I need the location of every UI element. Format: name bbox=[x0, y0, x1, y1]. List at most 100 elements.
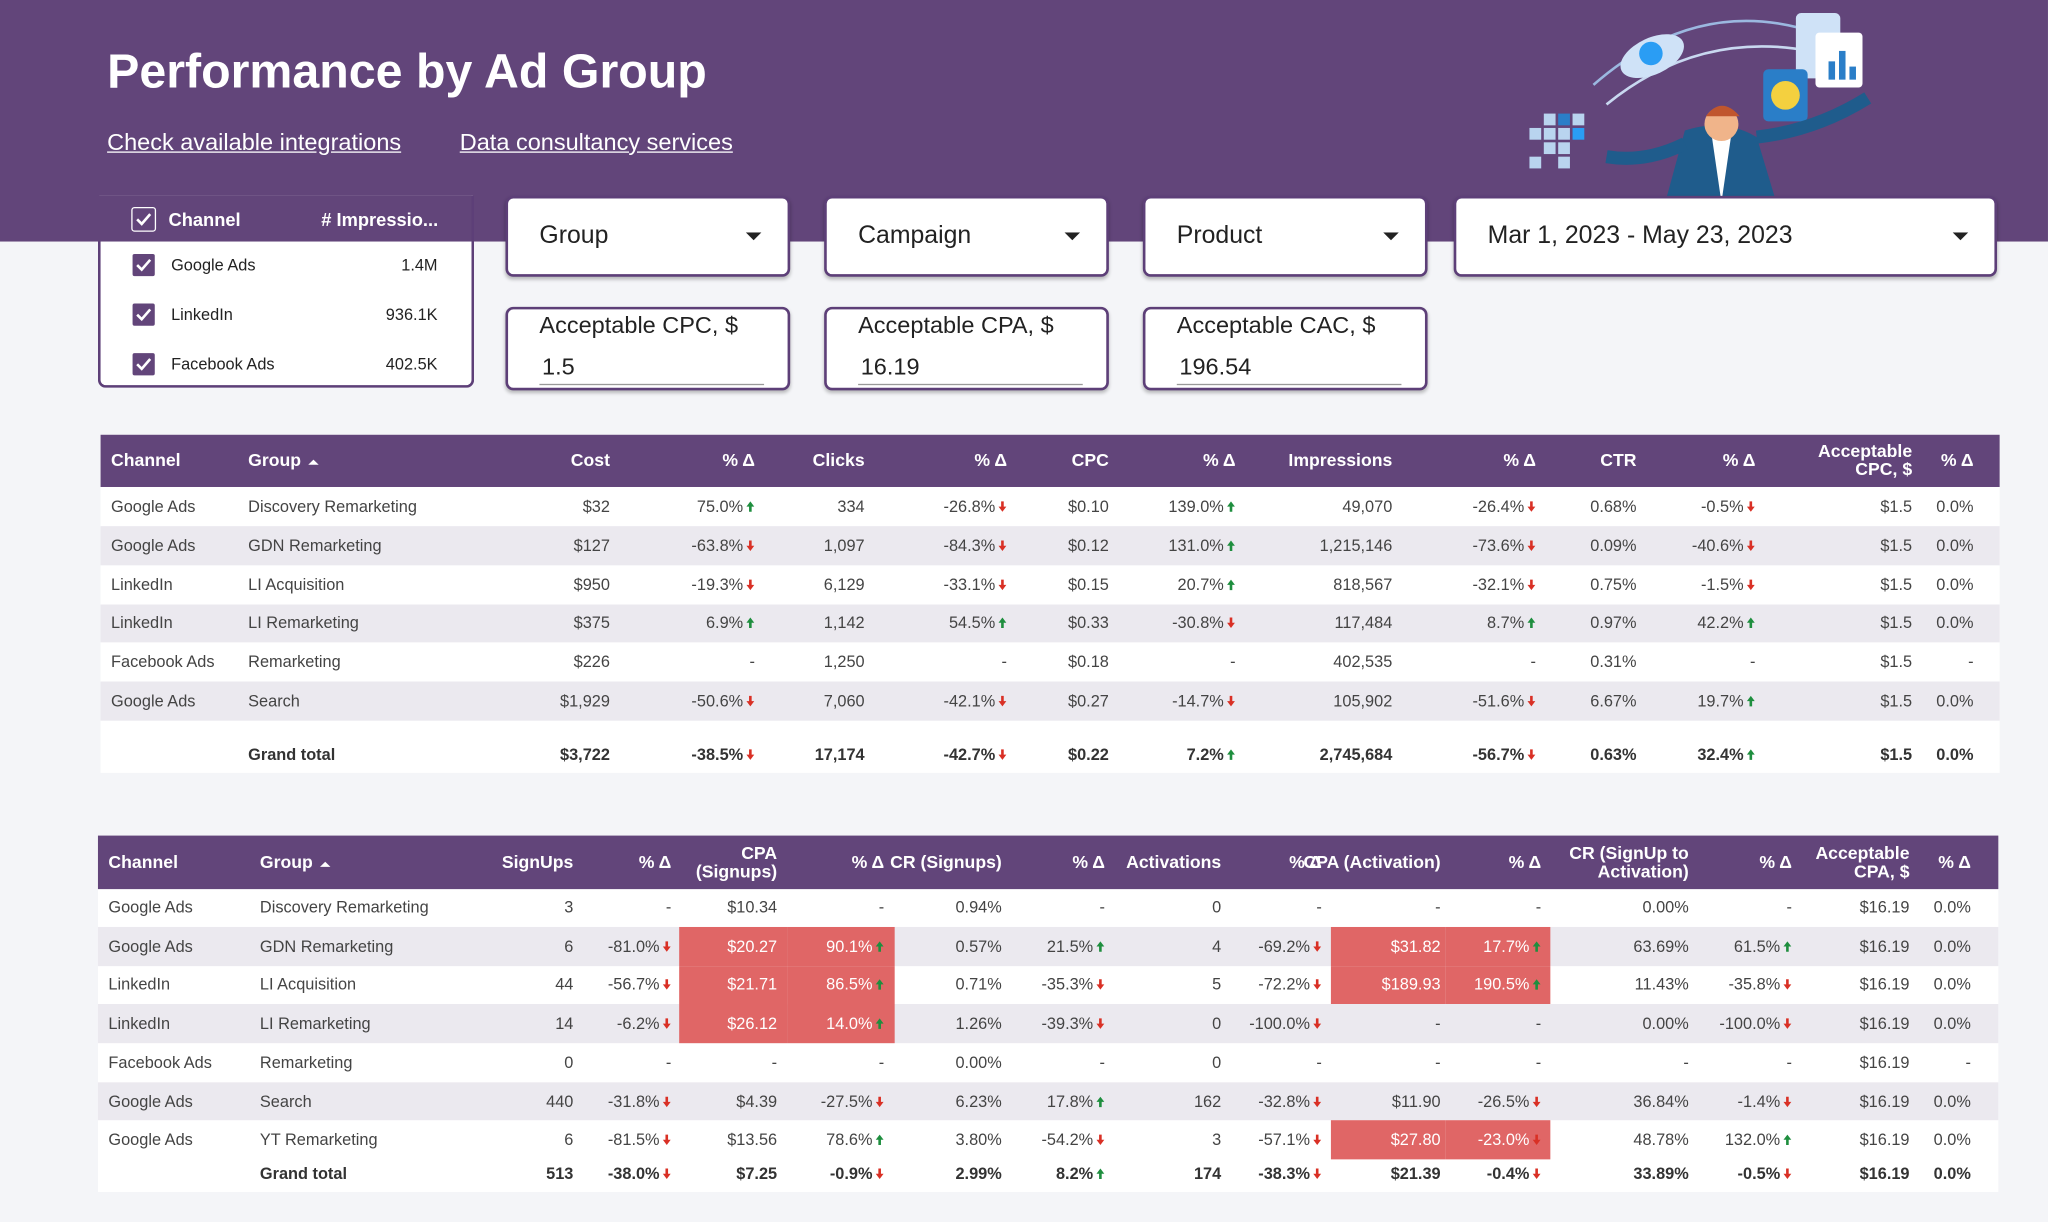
table-header bbox=[97, 835, 1999, 890]
group-dropdown[interactable]: Group bbox=[505, 195, 791, 277]
column-header: % Δ bbox=[850, 435, 1007, 487]
table-cell: 32.4% bbox=[1599, 739, 1756, 770]
cell-text: -100.0% bbox=[1249, 1014, 1311, 1033]
column-header: SignUps bbox=[417, 836, 574, 890]
table-cell: Facebook Ads bbox=[111, 647, 214, 678]
consultancy-link[interactable]: Data consultancy services bbox=[459, 129, 733, 156]
table-cell: -35.8% bbox=[1635, 969, 1792, 1000]
table-cell: -31.8% bbox=[515, 1086, 672, 1117]
table-cell: 0.0% bbox=[1817, 530, 1973, 561]
table-cell: $1.5 bbox=[1755, 608, 1912, 639]
cell-text: Google Ads bbox=[108, 1130, 193, 1150]
cell-text: -30.8% bbox=[1172, 614, 1224, 633]
cell-text: 8.7% bbox=[1486, 614, 1525, 633]
table-cell: $1.5 bbox=[1755, 569, 1912, 600]
cell-text: - bbox=[1316, 1053, 1322, 1072]
cell-text: 17.8% bbox=[1046, 1092, 1094, 1111]
column-header-text: CR (SignUp to Activation) bbox=[1569, 842, 1689, 881]
up-arrow bbox=[1227, 749, 1235, 760]
column-header-text: CPA (Signups) bbox=[695, 842, 778, 881]
table-cell: - bbox=[1532, 1047, 1688, 1078]
cell-text: $1.5 bbox=[1880, 614, 1913, 633]
cell-text: -57.1% bbox=[1258, 1130, 1311, 1150]
checkbox[interactable] bbox=[131, 206, 157, 232]
input-label: Acceptable CPA, $ bbox=[858, 312, 1054, 339]
table-cell: 131.0% bbox=[1079, 530, 1236, 561]
cell-text: - bbox=[878, 1053, 885, 1072]
cpc-input[interactable]: Acceptable CPC, $ 1.5 bbox=[505, 306, 791, 391]
table-cell: -54.2% bbox=[948, 1124, 1105, 1155]
cell-text: 0.71% bbox=[955, 975, 1002, 995]
cell-text: - bbox=[1435, 1014, 1441, 1033]
table-cell: $0.27 bbox=[952, 685, 1109, 716]
down-arrow bbox=[1783, 1096, 1792, 1107]
table-cell: 6.23% bbox=[845, 1086, 1001, 1117]
down-arrow bbox=[1313, 1096, 1322, 1107]
table-cell: - bbox=[1284, 1008, 1441, 1039]
table-cell: 1,215,146 bbox=[1236, 530, 1393, 561]
cell-text: 0.00% bbox=[955, 1053, 1002, 1072]
table-cell: 63.69% bbox=[1532, 930, 1688, 961]
table-cell: $16.19 bbox=[1753, 892, 1910, 923]
cell-text: LI Remarketing bbox=[248, 614, 359, 633]
table-cell: 0.75% bbox=[1480, 569, 1636, 600]
down-arrow bbox=[1783, 1168, 1792, 1179]
table-cell: 3 bbox=[1064, 1124, 1221, 1155]
cell-text: 36.84% bbox=[1633, 1092, 1689, 1111]
down-arrow bbox=[1746, 540, 1755, 551]
column-header-text: CTR bbox=[1600, 450, 1637, 471]
table-cell: -26.5% bbox=[1384, 1086, 1541, 1117]
cell-text: LinkedIn bbox=[111, 614, 173, 633]
table-cell: Grand total bbox=[248, 739, 335, 770]
cell-text: $1.5 bbox=[1880, 536, 1913, 555]
table-cell: $7.25 bbox=[620, 1158, 777, 1189]
column-header[interactable]: Group bbox=[260, 836, 331, 890]
table-cell: 3.80% bbox=[845, 1124, 1001, 1155]
column-header: Clicks bbox=[708, 435, 865, 487]
cell-text: LinkedIn bbox=[108, 1014, 171, 1033]
table-cell: 0.63% bbox=[1480, 739, 1636, 770]
row-band bbox=[100, 681, 2000, 721]
table-cell: - bbox=[1384, 1008, 1541, 1039]
down-arrow bbox=[875, 1168, 884, 1179]
cac-input[interactable]: Acceptable CAC, $ 196.54 bbox=[1142, 306, 1428, 391]
input-value: 1.5 bbox=[542, 353, 575, 380]
cell-text: 1,097 bbox=[823, 536, 865, 555]
table-cell: $16.19 bbox=[1753, 1008, 1910, 1039]
cell-text: 48.78% bbox=[1633, 1130, 1689, 1150]
highlight bbox=[679, 926, 788, 966]
down-arrow bbox=[1527, 540, 1536, 551]
column-header[interactable]: Group bbox=[248, 435, 319, 487]
campaign-dropdown[interactable]: Campaign bbox=[824, 195, 1109, 277]
table-cell: 2,745,684 bbox=[1236, 739, 1393, 770]
cell-text: 0.0% bbox=[1933, 1092, 1971, 1111]
cell-text: 90.1% bbox=[826, 937, 873, 956]
cell-text: 7,060 bbox=[823, 691, 865, 711]
table-cell: 75.0% bbox=[598, 491, 755, 522]
checkbox[interactable] bbox=[131, 252, 157, 278]
integrations-link[interactable]: Check available integrations bbox=[107, 129, 402, 156]
date-range-dropdown[interactable]: Mar 1, 2023 - May 23, 2023 bbox=[1453, 195, 1998, 277]
table-cell: 48.78% bbox=[1532, 1124, 1689, 1155]
table-cell: 61.5% bbox=[1635, 930, 1792, 961]
table-cell: 19.7% bbox=[1599, 685, 1756, 716]
cell-text: - bbox=[1786, 898, 1792, 917]
input-value: 196.54 bbox=[1179, 353, 1252, 380]
table-cell: Google Ads bbox=[111, 491, 195, 522]
column-header: % Δ bbox=[598, 435, 755, 487]
cell-text: $31.82 bbox=[1390, 937, 1441, 956]
cell-text: -42.1% bbox=[943, 691, 996, 711]
input-label: Acceptable CAC, $ bbox=[1176, 312, 1376, 339]
product-dropdown[interactable]: Product bbox=[1142, 195, 1428, 277]
table-cell: $21.39 bbox=[1284, 1158, 1441, 1189]
table-cell: -35.3% bbox=[948, 969, 1105, 1000]
down-arrow bbox=[1313, 979, 1322, 991]
table-cell: Remarketing bbox=[248, 647, 341, 678]
up-arrow bbox=[1227, 540, 1235, 551]
cell-text: Google Ads bbox=[108, 1092, 193, 1111]
cpa-input[interactable]: Acceptable CPA, $ 16.19 bbox=[824, 306, 1109, 391]
table-cell: 42.2% bbox=[1599, 608, 1756, 639]
table-cell: 105,902 bbox=[1236, 685, 1392, 716]
checkbox[interactable] bbox=[131, 302, 157, 328]
checkbox[interactable] bbox=[131, 351, 157, 377]
